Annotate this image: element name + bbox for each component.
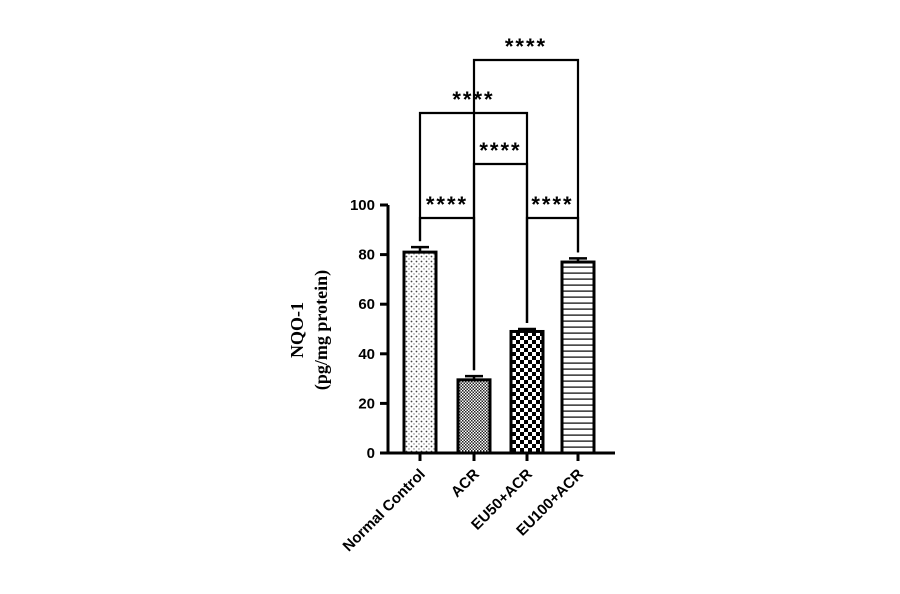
bar-normal-control: [402, 250, 438, 455]
y-tick-label: 100: [350, 197, 375, 214]
significance-label: ****: [505, 34, 547, 59]
category-label: ACR: [448, 466, 483, 501]
y-axis-title-line2: (pg/mg protein): [311, 270, 332, 390]
bar-acr: [456, 378, 492, 455]
significance-brackets: **** **** **** **** ****: [418, 34, 580, 371]
y-tick-label: 20: [358, 395, 375, 412]
significance-label: ****: [479, 138, 521, 163]
category-label: Normal Control: [340, 466, 429, 555]
y-tick-label: 40: [358, 346, 375, 363]
y-tick-label: 0: [367, 445, 375, 462]
significance-label: ****: [531, 192, 573, 217]
y-tick-label: 60: [358, 296, 375, 313]
significance-bracket: [472, 58, 580, 371]
significance-label: ****: [426, 192, 468, 217]
bar-eu50-acr: [509, 329, 545, 455]
bar-eu100-acr: [560, 260, 596, 455]
significance-label: ****: [452, 87, 494, 112]
y-tick-label: 80: [358, 247, 375, 264]
bars: [402, 250, 596, 455]
y-axis-title-line1: NQO-1: [287, 302, 307, 358]
y-axis-title: NQO-1 (pg/mg protein): [287, 270, 332, 390]
error-bars: [411, 245, 587, 380]
